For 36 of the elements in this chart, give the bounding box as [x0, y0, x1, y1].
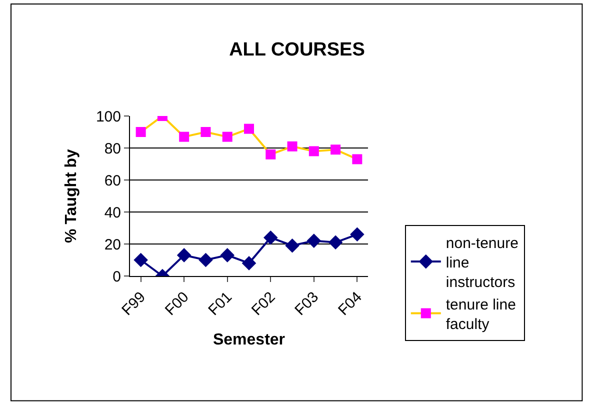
x-axis-title: Semester — [212, 332, 286, 349]
x-tick-label: F02 — [248, 288, 279, 319]
y-axis-title: % Taught by — [62, 148, 80, 243]
x-tick-label: F03 — [292, 288, 322, 319]
y-tick-label: 60 — [104, 172, 121, 190]
point — [350, 227, 364, 242]
point — [242, 256, 256, 270]
point — [179, 132, 190, 142]
chart-title: ALL COURSES — [229, 39, 365, 60]
y-tick-label: 40 — [104, 204, 121, 222]
point — [222, 132, 232, 142]
point — [220, 248, 235, 262]
y-tick-label: 100 — [96, 108, 121, 126]
point — [263, 230, 278, 245]
y-tick-label: 0 — [112, 268, 121, 286]
y-tick-label: 80 — [104, 140, 121, 158]
point — [306, 234, 322, 248]
point — [134, 252, 148, 268]
point — [328, 235, 343, 250]
point — [285, 238, 300, 253]
x-tick-label: F01 — [205, 288, 236, 319]
x-tick-label: F04 — [335, 288, 366, 319]
point — [352, 154, 362, 164]
point — [287, 141, 298, 152]
x-tick-label: F99 — [118, 288, 149, 319]
point — [244, 124, 254, 134]
x-tick-label: F00 — [162, 288, 192, 319]
point — [198, 252, 213, 268]
point — [200, 127, 211, 137]
point — [136, 127, 146, 137]
legend-label: tenure line faculty — [446, 296, 516, 333]
y-tick-label: 20 — [104, 236, 121, 254]
point — [266, 149, 276, 160]
point — [308, 146, 319, 156]
point — [176, 248, 192, 262]
point — [330, 144, 341, 155]
